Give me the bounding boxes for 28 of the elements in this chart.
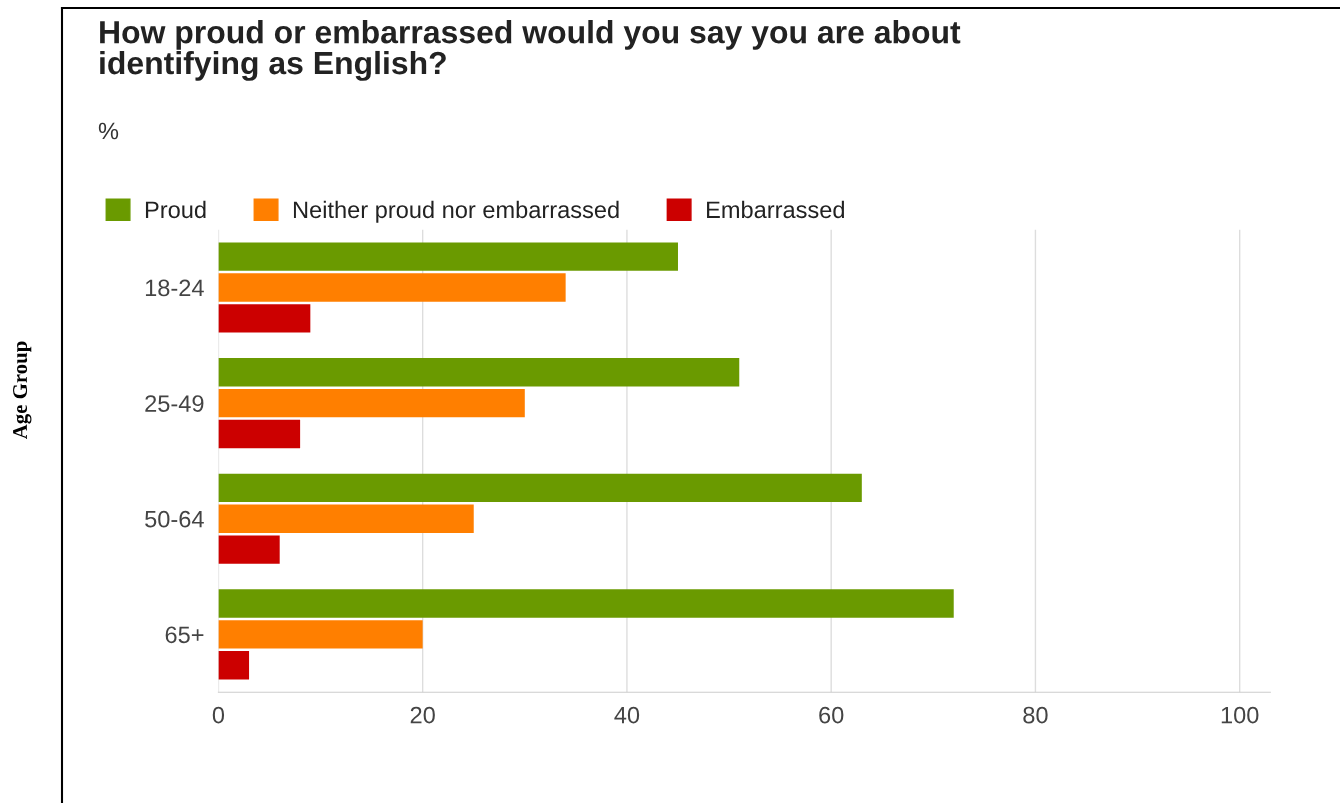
x-tick-label: 80 <box>1023 706 1048 724</box>
legend-label: Proud <box>145 200 206 219</box>
bar <box>218 651 250 680</box>
x-tick-label: 20 <box>410 706 435 724</box>
bar <box>218 620 423 649</box>
legend-label: Neither proud nor embarrassed <box>293 200 619 223</box>
y-tick-label: 25-49 <box>145 395 204 412</box>
chart-title: How proud or embarrassed would you say you are about identifying as English? <box>100 20 961 81</box>
x-tick-label: 40 <box>614 706 640 724</box>
y-tick-label: 18-24 <box>145 279 204 297</box>
bar <box>218 504 474 533</box>
y-tick-label: 65+ <box>165 626 204 644</box>
bar <box>218 473 862 503</box>
text: Age Group <box>13 341 32 440</box>
bar <box>218 589 954 618</box>
bar <box>218 535 280 564</box>
bar <box>218 419 301 449</box>
y-tick-label: 50-64 <box>145 510 204 528</box>
bar <box>218 273 566 302</box>
bar <box>218 242 678 271</box>
bar <box>218 358 740 387</box>
legend-label: Embarrassed <box>707 200 844 219</box>
x-tick-label: 60 <box>819 706 844 724</box>
x-tick-label: 100 <box>1221 706 1259 724</box>
bar <box>218 388 525 418</box>
x-tick-label: 0 <box>212 706 225 724</box>
bar <box>218 304 311 333</box>
chart-subtitle: % <box>98 122 119 140</box>
